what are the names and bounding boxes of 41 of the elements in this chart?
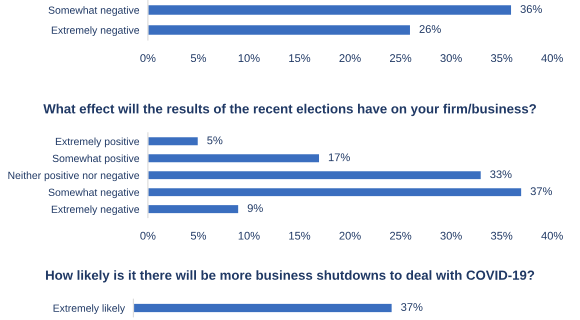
data-label: 26% — [420, 25, 441, 33]
y-tick-label: Somewhat positive — [52, 154, 140, 164]
bar — [148, 170, 482, 181]
data-label: 9% — [248, 204, 263, 212]
y-tick-label: Somewhat negative — [48, 188, 140, 198]
data-label: 37% — [401, 303, 423, 311]
x-tick-label: 40% — [541, 232, 563, 240]
x-tick-label: 20% — [339, 232, 361, 240]
bar — [148, 152, 320, 164]
data-label: 17% — [328, 153, 350, 162]
chart-title: How likely is it there will be more business shutdowns to deal with COVID-19? — [46, 270, 534, 282]
x-tick-label: 10% — [238, 232, 260, 240]
x-tick-label: 35% — [490, 54, 512, 62]
bar — [148, 204, 240, 214]
x-tick-label: 30% — [440, 54, 462, 62]
x-tick-label: 10% — [238, 54, 260, 62]
x-tick-label: 15% — [289, 232, 310, 240]
y-tick-label: Extremely positive — [56, 138, 140, 148]
x-tick-label: 35% — [490, 232, 512, 240]
x-tick-label: 5% — [190, 54, 206, 62]
data-label: 37% — [530, 187, 552, 196]
y-tick-label: Extremely negative — [52, 205, 140, 216]
data-label: 33% — [490, 170, 512, 178]
x-tick-label: 30% — [440, 232, 462, 240]
y-tick-label: Extremely negative — [52, 26, 140, 36]
x-tick-label: 0% — [140, 232, 156, 240]
x-tick-label: 40% — [541, 54, 563, 62]
x-tick-label: 20% — [339, 54, 361, 62]
x-tick-label: 25% — [390, 54, 412, 62]
y-tick-label: Extremely likely — [54, 304, 126, 314]
x-tick-label: 0% — [140, 54, 156, 62]
data-label: 36% — [520, 5, 542, 13]
data-label: 5% — [207, 136, 222, 144]
bar — [148, 136, 200, 147]
y-tick-label: Neither positive nor negative — [8, 171, 140, 182]
x-tick-label: 5% — [190, 232, 206, 240]
x-tick-label: 15% — [289, 54, 310, 62]
x-tick-label: 25% — [390, 232, 412, 240]
chart-title: What effect will the results of the recent elections have on your firm/business? — [43, 104, 536, 116]
bar — [148, 186, 523, 198]
y-tick-label: Somewhat negative — [48, 6, 140, 16]
